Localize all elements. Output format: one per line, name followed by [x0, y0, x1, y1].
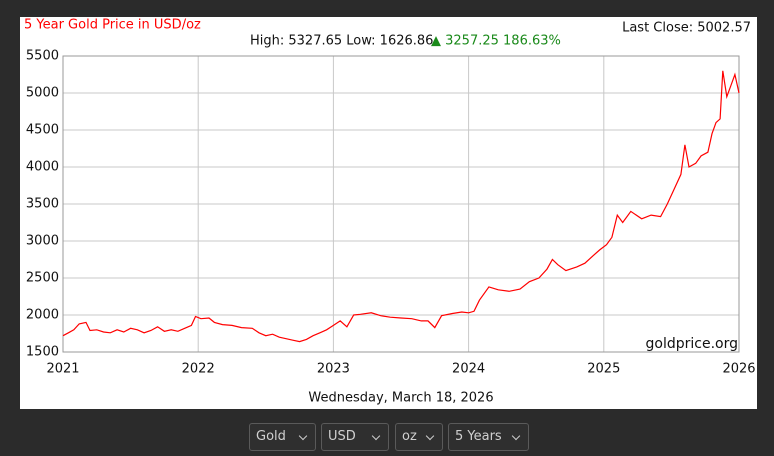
x-tick-label: 2025 [587, 362, 620, 377]
y-tick-label: 5500 [26, 49, 59, 64]
dropdown[interactable]: USD [321, 423, 389, 451]
y-tick-label: 3000 [26, 234, 59, 249]
chart-title: 5 Year Gold Price in USD/oz [24, 18, 201, 33]
last-close: Last Close: 5002.57 [622, 21, 751, 36]
x-tick-label: 2026 [722, 362, 755, 377]
y-tick-label: 1500 [26, 345, 59, 360]
chart: 5 Year Gold Price in USD/oz Last Close: … [20, 17, 757, 409]
x-tick-label: 2022 [182, 362, 215, 377]
date: Wednesday, March 18, 2026 [308, 391, 493, 406]
dropdown[interactable]: 5 Years [448, 423, 529, 451]
y-tick-label: 5000 [26, 86, 59, 101]
dropdown[interactable]: Gold [249, 423, 316, 451]
y-tick-label: 2000 [26, 308, 59, 323]
y-tick-label: 2500 [26, 271, 59, 286]
price-line [62, 70, 740, 343]
y-tick-label: 4500 [26, 123, 59, 138]
x-tick-label: 2023 [317, 362, 350, 377]
x-tick-label: 2021 [46, 362, 79, 377]
y-tick-label: 4000 [26, 160, 59, 175]
high-low: High: 5327.65 Low: 1626.86 [250, 34, 433, 49]
dropdown[interactable]: oz [395, 423, 443, 451]
y-tick-label: 3500 [26, 197, 59, 212]
x-tick-label: 2024 [452, 362, 485, 377]
change: ▲ 3257.25 186.63% [431, 34, 561, 49]
plot-border [62, 55, 740, 353]
watermark: goldprice.org [646, 336, 738, 352]
